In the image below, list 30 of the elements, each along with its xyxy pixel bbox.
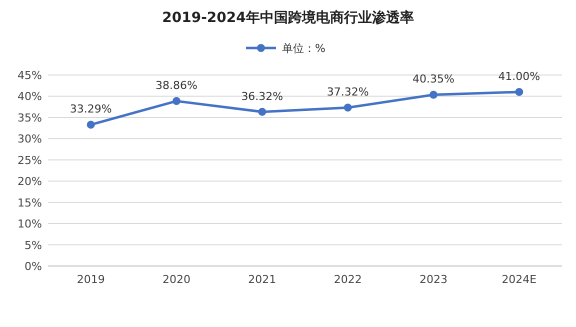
x-tick-label: 2019 [76, 273, 105, 286]
y-tick-label: 25% [18, 154, 42, 167]
point [258, 108, 266, 116]
x-tick-label: 2020 [162, 273, 190, 286]
y-tick-label: 0% [24, 260, 42, 273]
y-tick-label: 40% [18, 90, 42, 104]
chart-title: 2019-2024年中国跨境电商行业渗透率 [162, 9, 414, 26]
y-tick-label: 45% [18, 69, 42, 82]
data-label: 37.32% [326, 86, 369, 99]
data-label: 38.86% [156, 79, 198, 92]
data-label: 36.32% [241, 90, 284, 103]
y-tick-label: 20% [18, 175, 42, 188]
point [344, 104, 352, 112]
point [86, 120, 95, 129]
point [515, 88, 524, 96]
x-tick-label: 2021 [248, 273, 276, 286]
y-tick-label: 15% [18, 196, 42, 210]
data-label: 40.35% [412, 72, 454, 86]
x-tick-label: 2024E [502, 273, 537, 286]
data-label: 33.29% [70, 102, 112, 116]
x-tick-label: 2022 [334, 273, 362, 286]
point [430, 90, 438, 99]
x-tick-label: 2023 [420, 273, 448, 286]
y-tick-label: 30% [18, 132, 42, 146]
y-tick-label: 5% [24, 238, 42, 252]
y-tick-label: 10% [18, 218, 42, 231]
y-tick-label: 35% [18, 111, 42, 124]
data-label: 41.00% [498, 70, 540, 83]
point [172, 97, 180, 106]
legend-label: 单位：% [282, 42, 326, 55]
